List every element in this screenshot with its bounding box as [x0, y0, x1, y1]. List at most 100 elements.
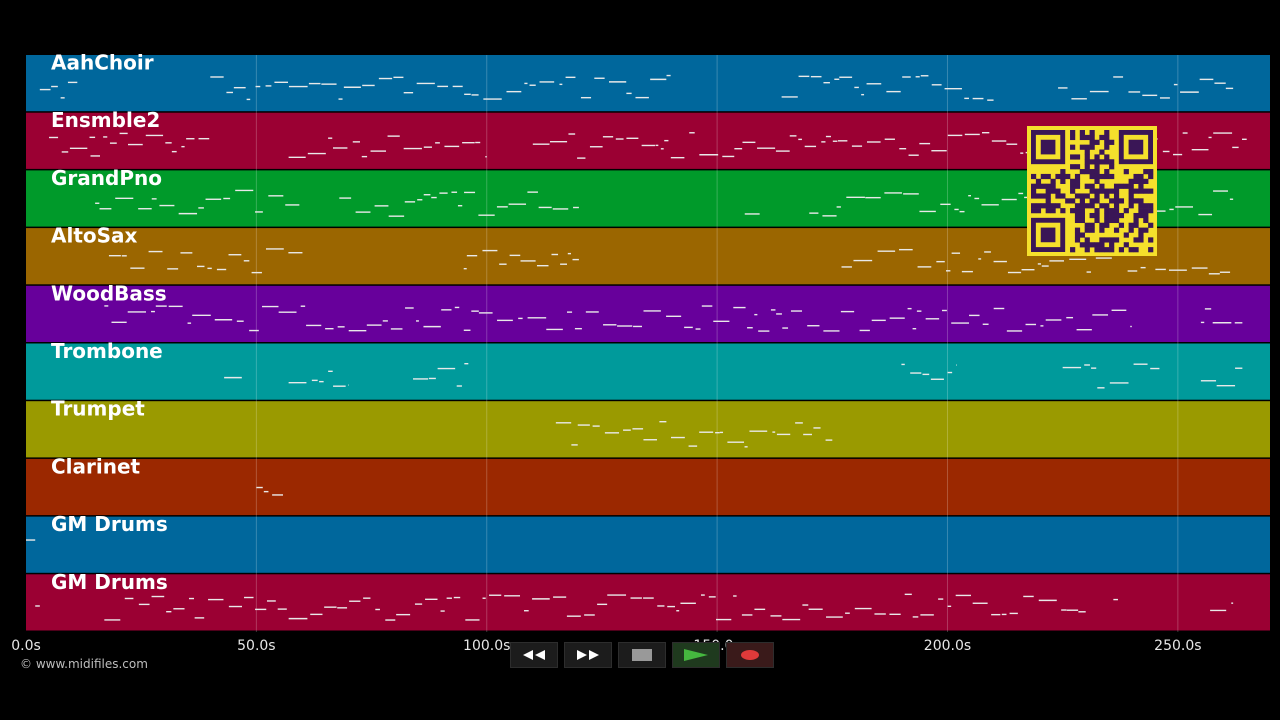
- qr-module: [1113, 188, 1120, 194]
- qr-module: [1074, 173, 1081, 180]
- qr-module: [1099, 149, 1105, 155]
- qr-module: [1045, 173, 1051, 180]
- fast-forward-button[interactable]: [564, 642, 612, 668]
- qr-module: [1104, 222, 1110, 228]
- qr-module: [1133, 217, 1139, 224]
- qr-module: [1045, 203, 1051, 209]
- qr-module: [1094, 217, 1100, 224]
- qr-module: [1133, 178, 1139, 184]
- qr-module: [1079, 193, 1085, 199]
- qr-finder: [1128, 139, 1144, 155]
- qr-module: [1148, 247, 1154, 253]
- qr-module: [1060, 173, 1066, 180]
- qr-module: [1109, 173, 1115, 180]
- qr-module: [1035, 193, 1042, 199]
- track-label: Clarinet: [51, 454, 141, 478]
- qr-module: [1055, 203, 1061, 209]
- qr-module: [1045, 183, 1051, 189]
- qr-module: [1118, 247, 1125, 253]
- qr-module: [1031, 188, 1037, 194]
- rewind-button[interactable]: [510, 642, 558, 668]
- track-label: WoodBass: [51, 281, 167, 305]
- qr-module: [1079, 144, 1085, 150]
- stop-icon: [632, 649, 652, 661]
- qr-module: [1133, 173, 1139, 180]
- qr-module: [1084, 203, 1090, 209]
- record-button[interactable]: [726, 642, 774, 668]
- qr-module: [1050, 178, 1056, 184]
- qr-module: [1128, 188, 1134, 194]
- qr-module: [1040, 203, 1046, 209]
- track-lane: [26, 574, 1270, 631]
- qr-module: [1089, 188, 1095, 194]
- qr-module: [1104, 139, 1110, 145]
- rewind-icon: [523, 650, 545, 660]
- qr-module: [1128, 203, 1134, 209]
- qr-module: [1138, 198, 1144, 204]
- qr-module: [1084, 144, 1090, 150]
- track-label: AahChoir: [51, 51, 154, 75]
- qr-module: [1035, 208, 1042, 214]
- qr-module: [1094, 247, 1100, 253]
- qr-module: [1109, 247, 1115, 253]
- qr-module: [1050, 208, 1056, 214]
- qr-module: [1079, 212, 1085, 219]
- qr-module: [1089, 242, 1095, 248]
- qr-module: [1070, 144, 1076, 150]
- qr-module: [1045, 208, 1051, 214]
- qr-module: [1060, 178, 1066, 184]
- track-label: GM Drums: [51, 512, 168, 536]
- qr-module: [1060, 208, 1066, 214]
- qr-module: [1070, 178, 1076, 184]
- qr-module: [1084, 227, 1090, 233]
- qr-module: [1074, 237, 1081, 243]
- qr-module: [1138, 188, 1144, 194]
- qr-module: [1148, 169, 1154, 175]
- qr-module: [1094, 188, 1100, 194]
- qr-module: [1099, 188, 1105, 194]
- qr-module: [1074, 212, 1081, 219]
- fast-forward-icon: [577, 650, 599, 660]
- qr-module: [1079, 203, 1085, 209]
- qr-module: [1143, 203, 1149, 209]
- stop-button[interactable]: [618, 642, 666, 668]
- qr-module: [1118, 198, 1125, 204]
- qr-module: [1084, 159, 1090, 165]
- qr-module: [1089, 169, 1095, 175]
- qr-module: [1099, 134, 1105, 141]
- qr-module: [1099, 227, 1105, 233]
- qr-module: [1113, 183, 1120, 189]
- qr-module: [1070, 154, 1076, 160]
- qr-module: [1035, 183, 1042, 189]
- qr-module: [1104, 144, 1110, 150]
- qr-module: [1128, 193, 1134, 199]
- qr-module: [1089, 203, 1095, 209]
- qr-module: [1094, 139, 1100, 145]
- qr-module: [1099, 159, 1105, 165]
- play-button[interactable]: [672, 642, 720, 668]
- qr-module: [1148, 173, 1154, 180]
- track-lane: [26, 55, 1270, 112]
- track-label: Trombone: [51, 339, 163, 363]
- play-icon: [684, 649, 708, 661]
- qr-module: [1045, 188, 1051, 194]
- qr-module: [1128, 222, 1134, 228]
- qr-module: [1035, 203, 1042, 209]
- qr-module: [1045, 193, 1051, 199]
- qr-module: [1074, 208, 1081, 214]
- qr-module: [1045, 198, 1051, 204]
- qr-module: [1050, 203, 1056, 209]
- qr-module: [1094, 208, 1100, 214]
- qr-module: [1138, 232, 1144, 238]
- qr-module: [1065, 173, 1071, 180]
- qr-module: [1079, 208, 1085, 214]
- qr-module: [1070, 247, 1076, 253]
- qr-module: [1138, 183, 1144, 189]
- qr-module: [1094, 198, 1100, 204]
- qr-module: [1070, 208, 1076, 214]
- qr-module: [1074, 232, 1081, 238]
- qr-module: [1050, 183, 1056, 189]
- qr-module: [1074, 203, 1081, 209]
- qr-module: [1143, 188, 1149, 194]
